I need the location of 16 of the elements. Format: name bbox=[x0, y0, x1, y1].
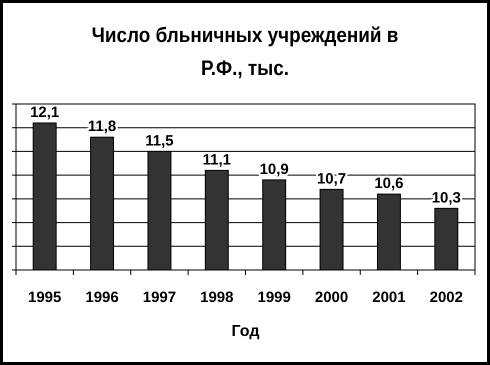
chart-title: Число бльничных учреждений в Р.Ф., тыс. bbox=[92, 24, 398, 80]
x-tick-label: 1998 bbox=[200, 289, 234, 306]
data-label: 10,9 bbox=[260, 160, 289, 178]
data-label: 10,6 bbox=[374, 175, 404, 192]
x-tick-label: 2000 bbox=[314, 289, 348, 306]
data-label: 11,1 bbox=[202, 151, 231, 168]
x-tick-label: 2002 bbox=[430, 289, 463, 306]
x-tick-label: 1997 bbox=[142, 289, 176, 306]
x-axis-title: Год bbox=[232, 323, 260, 340]
data-label: 11,5 bbox=[145, 132, 174, 150]
x-tick-label: 1999 bbox=[258, 289, 291, 306]
x-tick-label: 1995 bbox=[28, 289, 62, 306]
x-tick-label: 2001 bbox=[372, 289, 406, 306]
data-label: 10,7 bbox=[316, 170, 346, 188]
data-label: 12,1 bbox=[30, 104, 60, 121]
x-tick-label: 1996 bbox=[85, 289, 119, 306]
